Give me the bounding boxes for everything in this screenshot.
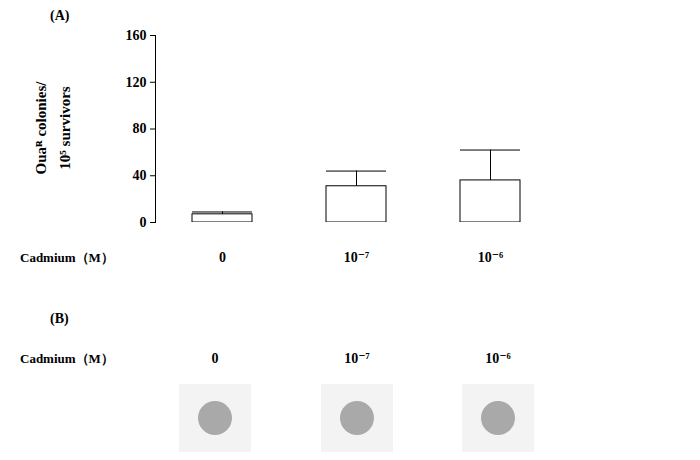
svg-text:Cadmium（M）: Cadmium（M） [20,351,114,366]
svg-text:10⁻⁶: 10⁻⁶ [485,351,511,366]
svg-text:10⁻⁷: 10⁻⁷ [344,351,370,366]
svg-text:10⁻⁷: 10⁻⁷ [344,250,370,265]
svg-text:Cadmium（M）: Cadmium（M） [20,250,114,265]
svg-text:10⁵ survivors: 10⁵ survivors [57,86,73,169]
svg-text:0: 0 [212,351,219,366]
svg-text:Ouaᴿ colonies/: Ouaᴿ colonies/ [33,81,49,175]
svg-text:(B): (B) [50,311,69,327]
svg-text:10⁻⁶: 10⁻⁶ [478,250,504,265]
svg-text:0: 0 [140,215,147,230]
svg-text:0: 0 [219,250,226,265]
svg-text:(A): (A) [50,8,70,24]
svg-text:80: 80 [133,121,147,136]
svg-text:120: 120 [126,75,147,90]
svg-text:160: 160 [126,28,147,43]
svg-text:40: 40 [133,168,147,183]
